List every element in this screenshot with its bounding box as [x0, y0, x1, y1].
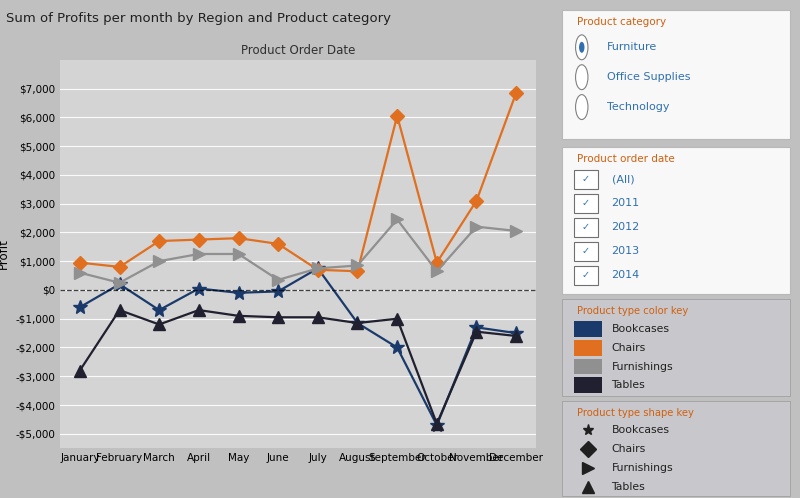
FancyBboxPatch shape [562, 10, 790, 139]
Tables [154, 322, 164, 328]
Bookcases [274, 288, 283, 294]
FancyBboxPatch shape [574, 340, 602, 356]
Circle shape [575, 65, 588, 90]
Circle shape [579, 42, 585, 53]
Title: Product Order Date: Product Order Date [241, 44, 355, 57]
Bookcases [194, 285, 204, 291]
Bookcases [114, 281, 124, 287]
Furnishings [353, 262, 362, 268]
FancyBboxPatch shape [574, 359, 602, 374]
Tables [194, 307, 204, 313]
Furnishings [194, 251, 204, 257]
Chairs [154, 238, 164, 244]
Tables [75, 368, 85, 374]
Text: (All): (All) [611, 174, 634, 184]
Chairs [75, 259, 85, 265]
FancyBboxPatch shape [574, 218, 598, 237]
Bookcases [75, 304, 85, 310]
Tables [234, 313, 243, 319]
Circle shape [575, 95, 588, 120]
Text: ✓: ✓ [582, 246, 590, 256]
Line: Bookcases: Bookcases [73, 261, 523, 432]
FancyBboxPatch shape [562, 299, 790, 396]
Chairs [511, 90, 521, 96]
Tables [511, 333, 521, 339]
Bookcases [353, 320, 362, 326]
Text: Bookcases: Bookcases [611, 324, 670, 334]
Text: Product type color key: Product type color key [577, 306, 688, 316]
Text: 2011: 2011 [611, 198, 640, 208]
Text: Product order date: Product order date [577, 154, 674, 164]
Text: Furnishings: Furnishings [611, 362, 673, 372]
Text: Furnishings: Furnishings [611, 463, 673, 473]
Text: Product type shape key: Product type shape key [577, 408, 694, 418]
Text: Chairs: Chairs [611, 444, 646, 454]
Chairs [274, 241, 283, 247]
Furnishings [472, 224, 482, 230]
FancyBboxPatch shape [574, 321, 602, 337]
FancyBboxPatch shape [574, 377, 602, 393]
Text: Chairs: Chairs [611, 343, 646, 353]
Text: 2012: 2012 [611, 222, 640, 232]
Tables [274, 314, 283, 320]
FancyBboxPatch shape [574, 170, 598, 189]
Chairs [432, 259, 442, 265]
FancyBboxPatch shape [574, 266, 598, 285]
Bookcases [392, 345, 402, 351]
Chairs [194, 237, 204, 243]
Text: 2014: 2014 [611, 270, 640, 280]
Text: ✓: ✓ [582, 222, 590, 232]
Bookcases [154, 307, 164, 313]
Text: 2013: 2013 [611, 246, 640, 256]
FancyBboxPatch shape [562, 147, 790, 294]
Furnishings [392, 217, 402, 223]
Text: Tables: Tables [611, 482, 646, 492]
Text: Bookcases: Bookcases [611, 425, 670, 435]
Bookcases [313, 265, 322, 271]
Furnishings [432, 268, 442, 274]
Chairs [234, 235, 243, 241]
Tables [432, 421, 442, 427]
Text: ✓: ✓ [582, 198, 590, 208]
Y-axis label: Profit: Profit [0, 239, 10, 269]
Chairs [353, 268, 362, 274]
Line: Chairs: Chairs [75, 88, 521, 276]
Text: ✓: ✓ [582, 270, 590, 280]
Chairs [313, 267, 322, 273]
Line: Tables: Tables [74, 305, 522, 429]
Text: Furniture: Furniture [606, 42, 657, 52]
FancyBboxPatch shape [562, 401, 790, 496]
Tables [353, 320, 362, 326]
FancyBboxPatch shape [574, 242, 598, 261]
Bookcases [432, 422, 442, 428]
FancyBboxPatch shape [574, 194, 598, 213]
Text: Product category: Product category [577, 17, 666, 27]
Circle shape [575, 35, 588, 60]
Text: Sum of Profits per month by Region and Product category: Sum of Profits per month by Region and P… [6, 12, 391, 25]
Text: ✓: ✓ [582, 174, 590, 184]
Text: Tables: Tables [611, 380, 646, 390]
Bookcases [511, 330, 521, 336]
Furnishings [313, 265, 322, 271]
Furnishings [114, 280, 124, 286]
Text: Office Supplies: Office Supplies [606, 72, 690, 82]
Furnishings [511, 228, 521, 234]
Furnishings [234, 251, 243, 257]
Line: Furnishings: Furnishings [74, 214, 522, 288]
Chairs [392, 113, 402, 119]
Chairs [114, 264, 124, 270]
Furnishings [154, 258, 164, 264]
Bookcases [234, 290, 243, 296]
Tables [313, 314, 322, 320]
Furnishings [75, 270, 85, 276]
Tables [114, 307, 124, 313]
Text: Technology: Technology [606, 102, 669, 112]
Chairs [472, 198, 482, 204]
Tables [472, 329, 482, 335]
Bookcases [472, 324, 482, 330]
Tables [392, 316, 402, 322]
Furnishings [274, 277, 283, 283]
